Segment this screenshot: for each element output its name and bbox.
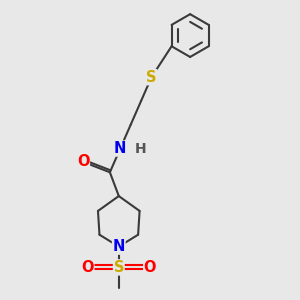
Text: H: H — [134, 142, 146, 155]
Text: N: N — [112, 239, 125, 254]
Text: O: O — [81, 260, 94, 275]
Text: S: S — [113, 260, 124, 275]
Text: S: S — [146, 70, 157, 85]
Text: N: N — [114, 141, 127, 156]
Text: O: O — [77, 154, 89, 169]
Text: O: O — [144, 260, 156, 275]
